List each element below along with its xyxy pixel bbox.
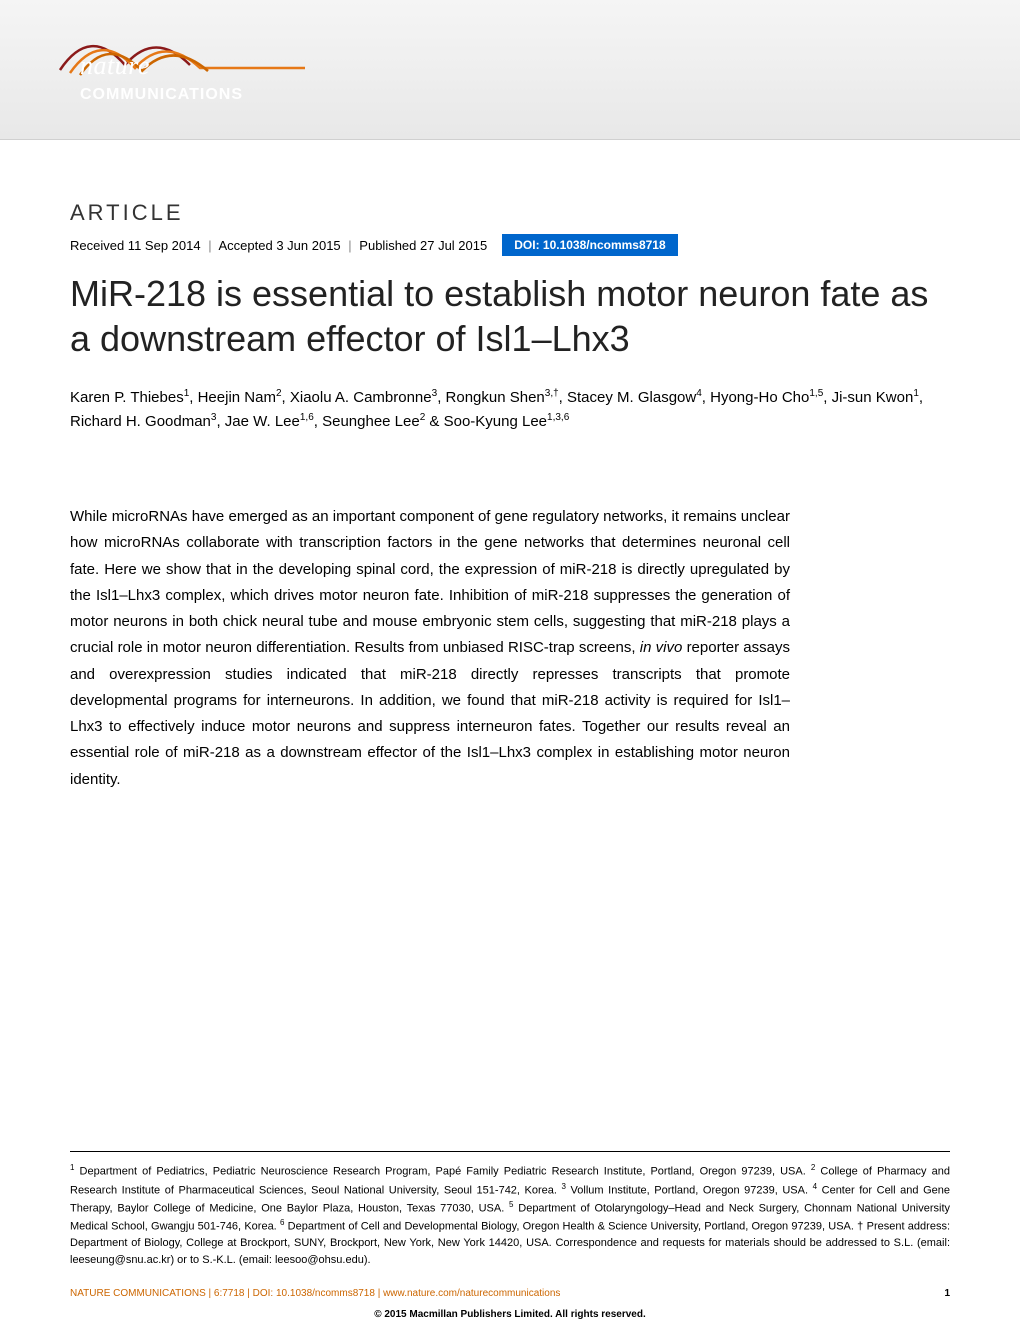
copyright: © 2015 Macmillan Publishers Limited. All… xyxy=(70,1309,950,1320)
doi-badge[interactable]: DOI: 10.1038/ncomms8718 xyxy=(502,234,677,256)
journal-logo: nature COMMUNICATIONS xyxy=(50,15,270,115)
affiliation-divider xyxy=(70,1151,950,1152)
dates-row: Received 11 Sep 2014 | Accepted 3 Jun 20… xyxy=(70,234,950,256)
footer-citation: NATURE COMMUNICATIONS | 6:7718 | DOI: 10… xyxy=(70,1288,560,1299)
footer-citation-line: NATURE COMMUNICATIONS | 6:7718 | DOI: 10… xyxy=(70,1288,950,1299)
footer: 1 Department of Pediatrics, Pediatric Ne… xyxy=(0,1151,1020,1340)
abstract: While microRNAs have emerged as an impor… xyxy=(70,504,790,793)
date-separator: | xyxy=(208,238,211,253)
article-label: ARTICLE xyxy=(70,200,950,226)
citation-rest: | 6:7718 | DOI: 10.1038/ncomms8718 | www… xyxy=(206,1288,561,1299)
page-number: 1 xyxy=(944,1288,950,1299)
copyright-text: © 2015 Macmillan Publishers Limited. All… xyxy=(374,1309,646,1320)
authors-list: Karen P. Thiebes1, Heejin Nam2, Xiaolu A… xyxy=(70,386,950,434)
article-title: MiR-218 is essential to establish motor … xyxy=(70,271,950,361)
date-separator: | xyxy=(348,238,351,253)
article-content: ARTICLE Received 11 Sep 2014 | Accepted … xyxy=(0,140,1020,793)
citation-journal: NATURE COMMUNICATIONS xyxy=(70,1288,206,1299)
affiliations: 1 Department of Pediatrics, Pediatric Ne… xyxy=(70,1162,950,1268)
received-date: Received 11 Sep 2014 xyxy=(70,238,201,253)
published-date: Published 27 Jul 2015 xyxy=(359,238,487,253)
logo-line1: nature xyxy=(80,51,243,81)
dates-text: Received 11 Sep 2014 | Accepted 3 Jun 20… xyxy=(70,238,487,253)
logo-text: nature COMMUNICATIONS xyxy=(80,51,243,105)
accepted-date: Accepted 3 Jun 2015 xyxy=(219,238,341,253)
journal-banner: nature COMMUNICATIONS xyxy=(0,0,1020,140)
logo-line2: COMMUNICATIONS xyxy=(80,86,243,103)
